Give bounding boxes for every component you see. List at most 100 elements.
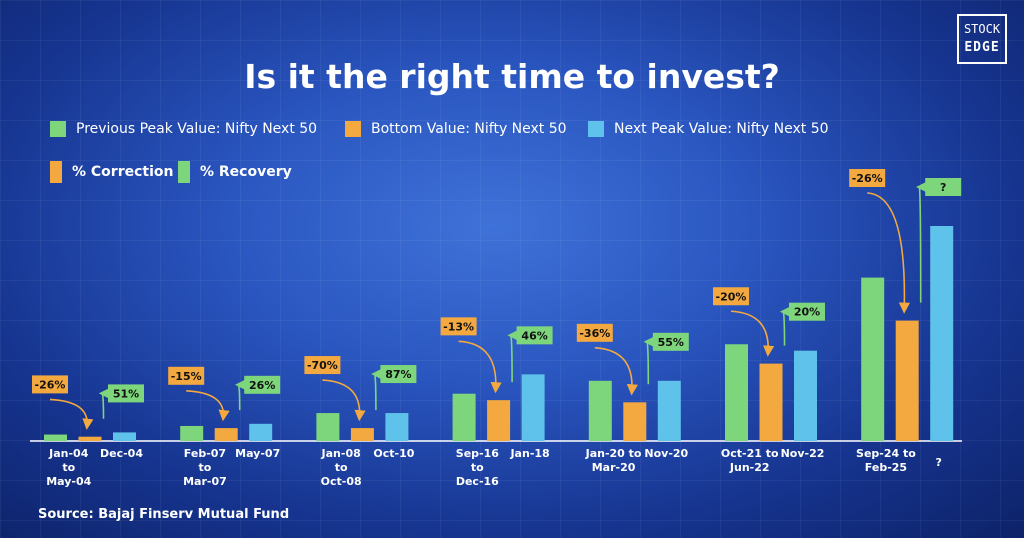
recovery-tag-label: ? [940, 181, 946, 194]
bar-previous-peak [861, 277, 885, 441]
bar-bottom [350, 428, 374, 441]
legend-label: % Correction [72, 164, 174, 180]
recovery-arrow [235, 379, 247, 411]
correction-arrow [594, 347, 638, 396]
correction-tag [576, 323, 613, 342]
recovery-arrow [779, 306, 792, 346]
recovery-arrow [371, 368, 383, 411]
peak-tick-label: Oct-10 [373, 447, 414, 460]
correction-tag-label: -70% [307, 359, 338, 372]
recovery-tag [108, 384, 144, 403]
bar-bottom [214, 428, 238, 441]
correction-tag-label: -20% [716, 290, 747, 303]
correction-tag-label: -15% [171, 370, 202, 383]
period-tick-label: to [62, 461, 75, 474]
bar-previous-peak [725, 344, 748, 441]
recovery-tag [652, 332, 689, 351]
bar-bottom [895, 320, 919, 441]
period-tick-label: May-04 [46, 475, 91, 488]
recovery-arrow [643, 336, 655, 385]
bar-bottom [623, 402, 647, 441]
source-note: Source: Bajaj Finserv Mutual Fund [38, 507, 290, 522]
period-tick-label: Oct-21 to [721, 447, 779, 460]
bar-next-peak [930, 226, 954, 441]
correction-arrow [49, 398, 94, 430]
logo-line-2: EDGE [964, 40, 1000, 55]
recovery-tag [244, 375, 281, 394]
recovery-arrow [507, 329, 519, 383]
bar-bottom [78, 436, 102, 441]
recovery-arrow [916, 181, 928, 303]
peak-tick-label: ? [936, 456, 942, 469]
recovery-tag-label: 87% [385, 368, 411, 381]
correction-arrow [867, 192, 911, 314]
period-tick-label: to [471, 461, 484, 474]
recovery-tag [516, 326, 553, 345]
period-tick-label: Jun-22 [729, 461, 770, 474]
legend-swatch-green [50, 121, 66, 137]
bar-previous-peak [44, 434, 67, 441]
period-tick-label: Jan-08 [321, 447, 361, 460]
bar-next-peak [249, 423, 273, 441]
legend-bottom: Bottom Value: Nifty Next 50 [345, 121, 567, 137]
bar-bottom [759, 363, 783, 441]
legend-label: % Recovery [200, 164, 292, 180]
bar-previous-peak [316, 413, 340, 441]
recovery-tag-label: 46% [521, 329, 547, 342]
period-tick-label: Jan-20 to [585, 447, 642, 460]
legend-swatch-green-tag [178, 161, 190, 183]
period-tick-label: Mar-07 [183, 475, 227, 488]
period-tick-label: Jan-04 [48, 447, 89, 460]
legend-swatch-blue [588, 121, 604, 137]
stockedge-logo[interactable]: STOCK EDGE [957, 14, 1007, 64]
period-tick-label: Feb-07 [184, 447, 226, 460]
chart-title: Is it the right time to invest? [244, 57, 780, 96]
legend-label: Bottom Value: Nifty Next 50 [371, 121, 567, 137]
peak-tick-label: Nov-22 [781, 447, 825, 460]
period-tick-label: Sep-24 to [856, 447, 916, 460]
period-tick-label: to [335, 461, 348, 474]
bar-next-peak [385, 413, 409, 441]
legend-swatch-orange [345, 121, 361, 137]
correction-tag-label: -26% [35, 378, 66, 391]
peak-tick-label: Dec-04 [100, 447, 143, 460]
correction-tag-label: -13% [443, 320, 474, 333]
bar-previous-peak [180, 425, 204, 441]
correction-arrow [322, 379, 366, 422]
recovery-tag-label: 55% [658, 336, 684, 349]
legend-next-peak: Next Peak Value: Nifty Next 50 [588, 121, 829, 137]
bar-next-peak [521, 374, 545, 441]
period-tick-label: Mar-20 [592, 461, 636, 474]
bar-next-peak [113, 432, 136, 441]
recovery-tag-label: 20% [794, 306, 820, 319]
recovery-tag [925, 178, 962, 196]
bar-next-peak [657, 380, 681, 441]
correction-arrow [186, 390, 230, 422]
legend-swatch-orange-tag [50, 161, 62, 183]
legend-label: Next Peak Value: Nifty Next 50 [614, 121, 829, 137]
correction-tag [304, 356, 341, 375]
bar-next-peak [794, 350, 817, 441]
legend-label: Previous Peak Value: Nifty Next 50 [76, 121, 318, 137]
recovery-tag [789, 302, 825, 321]
bar-previous-peak [588, 380, 612, 441]
correction-tag [440, 317, 477, 336]
recovery-tag [380, 365, 417, 384]
peak-tick-label: Nov-20 [644, 447, 688, 460]
correction-tag [32, 375, 68, 394]
correction-arrow [730, 310, 775, 357]
logo-line-1: STOCK [963, 22, 1001, 36]
correction-tag [713, 287, 749, 306]
correction-tag [849, 169, 886, 187]
period-tick-label: to [199, 461, 212, 474]
peak-tick-label: Jan-18 [509, 447, 549, 460]
period-tick-label: Sep-16 [456, 447, 499, 460]
correction-tag-label: -26% [852, 172, 883, 185]
period-tick-label: Dec-16 [456, 475, 499, 488]
legend-previous-peak: Previous Peak Value: Nifty Next 50 [50, 121, 317, 137]
correction-arrow [458, 340, 502, 394]
recovery-tag-label: 51% [113, 387, 139, 400]
period-tick-label: Feb-25 [865, 461, 907, 474]
